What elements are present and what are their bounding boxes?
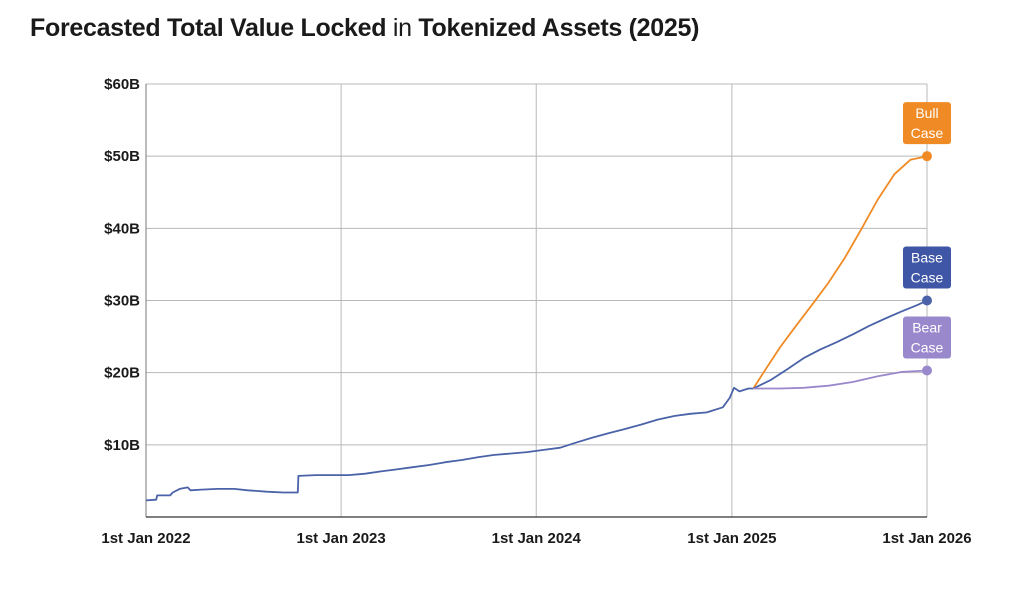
y-tick-label: $60B	[104, 76, 140, 93]
bear-case-line	[753, 369, 928, 390]
title-part-3: Tokenized Assets (2025)	[418, 14, 700, 42]
base-case-end-point	[922, 295, 932, 306]
x-tick-label: 1st Jan 2026	[882, 530, 971, 547]
historical-line	[145, 386, 754, 502]
base-case-line	[752, 299, 928, 390]
series-lines	[145, 155, 928, 502]
x-tick-label: 1st Jan 2023	[296, 530, 385, 547]
x-tick-label: 1st Jan 2024	[492, 530, 582, 547]
axis-labels: $10B $20B $30B $40B $50B $60B 1st Jan 2022 1st …	[101, 76, 971, 547]
base-case-label: Base Case	[903, 246, 951, 289]
title-part-2: in	[392, 14, 412, 42]
x-tick-label: 1st Jan 2025	[687, 530, 776, 547]
y-tick-label: $10B	[104, 437, 140, 454]
bull-case-label-text: Bull	[915, 105, 938, 121]
bear-case-label: Bear Case	[903, 316, 951, 359]
title-part-1: Forecasted Total Value Locked	[30, 14, 387, 42]
y-tick-label: $20B	[104, 365, 140, 382]
bull-case-line	[752, 155, 928, 389]
bull-case-end-point	[922, 151, 932, 162]
y-tick-label: $50B	[104, 148, 140, 165]
grid	[145, 83, 928, 518]
base-case-label-box	[903, 246, 951, 289]
bear-case-label-box	[903, 316, 951, 359]
bull-case-label-text: Case	[911, 125, 944, 141]
chart-title: Forecasted Total Value Locked in Tokeniz…	[30, 14, 699, 43]
base-case-label-text: Base	[911, 250, 943, 266]
bull-case-label-box	[903, 102, 951, 145]
series-markers: Bull Case Base Case Bear Case	[903, 102, 951, 376]
x-tick-label: 1st Jan 2022	[101, 530, 190, 547]
y-tick-label: $40B	[104, 220, 140, 237]
bear-case-label-text: Bear	[912, 320, 942, 336]
bear-case-end-point	[922, 365, 932, 376]
base-case-label-text: Case	[911, 270, 944, 286]
y-tick-label: $30B	[104, 293, 140, 310]
bear-case-label-text: Case	[911, 340, 944, 356]
bull-case-label: Bull Case	[903, 102, 951, 145]
